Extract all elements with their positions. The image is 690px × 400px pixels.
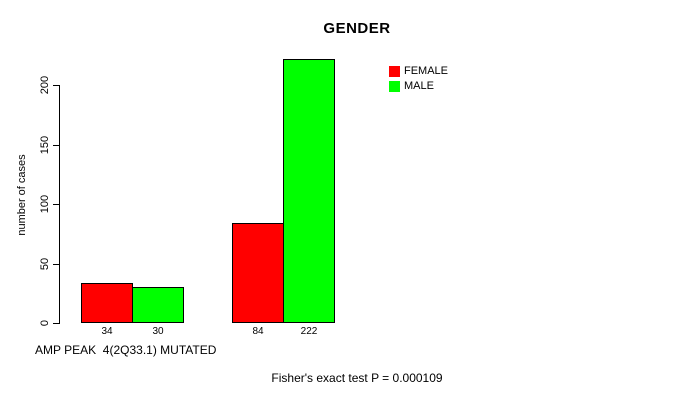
legend-swatch-female	[389, 66, 400, 77]
bar-value-label: 30	[152, 326, 164, 337]
x-axis-label: AMP PEAK 4(2Q33.1) MUTATED	[35, 343, 217, 357]
legend-label-female: FEMALE	[404, 65, 449, 77]
y-tick-label: 100	[39, 194, 51, 214]
bar-female-group2	[232, 223, 284, 323]
y-tick	[53, 145, 59, 146]
legend-label-male: MALE	[404, 79, 434, 92]
statistics-footnote: Fisher's exact test P = 0.000109	[271, 371, 443, 385]
y-tick	[53, 204, 59, 205]
y-tick-label: 200	[39, 75, 51, 95]
y-tick	[53, 323, 59, 324]
y-tick-label: 0	[39, 319, 51, 327]
y-tick-label: 50	[39, 257, 51, 271]
y-tick	[53, 85, 59, 86]
chart-title: GENDER	[323, 20, 391, 37]
bar-male-group2	[283, 59, 335, 323]
bar-value-label: 34	[101, 326, 113, 337]
legend-swatch-male	[389, 80, 400, 92]
y-tick-label: 150	[39, 135, 51, 155]
bar-value-label: 222	[300, 326, 318, 337]
y-tick	[53, 264, 59, 265]
bar-female-group1	[81, 283, 133, 323]
bar-value-label: 84	[252, 326, 264, 337]
bar-male-group1	[132, 287, 184, 323]
y-axis-line	[59, 85, 60, 324]
